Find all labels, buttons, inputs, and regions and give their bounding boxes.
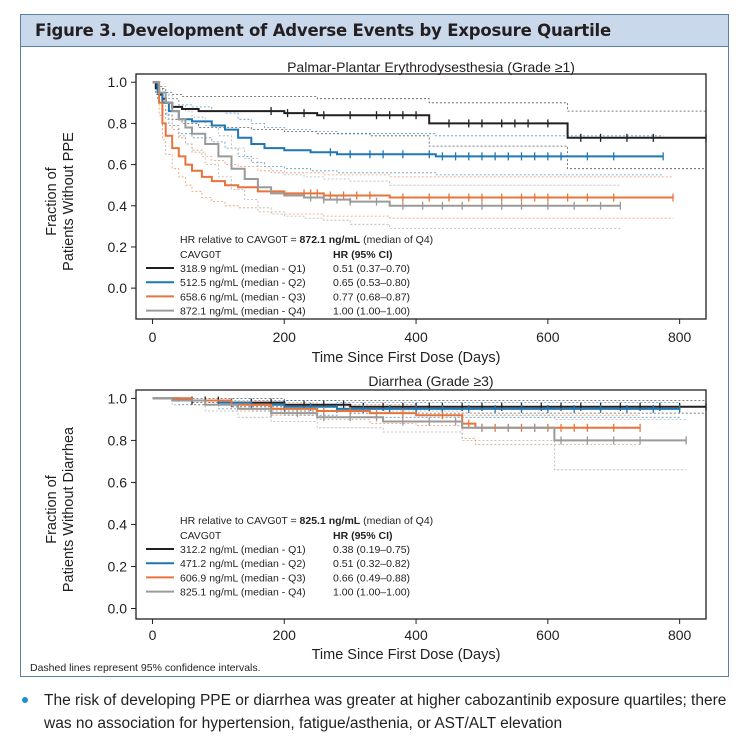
bullet-icon — [22, 697, 28, 703]
ci-lower-Q4 — [152, 398, 687, 471]
ci-lower-Q2 — [152, 81, 664, 176]
y-tick-label: 0.6 — [108, 474, 128, 490]
x-tick-label: 400 — [404, 329, 428, 345]
x-tick-label: 200 — [273, 329, 297, 345]
x-tick-label: 200 — [273, 627, 297, 643]
ci-lower-Q3 — [152, 81, 674, 219]
legend-label-Q2: 471.2 ng/mL (median - Q2) — [180, 558, 306, 570]
legend-hr-Q4: 1.00 (1.00–1.00) — [333, 306, 410, 318]
legend-col1-header: CAVG0T — [180, 249, 222, 261]
ci-lower-Q4 — [152, 81, 621, 229]
km-curve-Q1 — [152, 81, 706, 139]
legend-label-Q4: 825.1 ng/mL (median - Q4) — [180, 587, 306, 599]
y-tick-label: 0.0 — [108, 600, 128, 616]
y-axis-label-line2: Patients Without Diarrhea — [61, 426, 77, 592]
ci-upper-Q3 — [152, 81, 674, 178]
km-curve-Q3 — [152, 81, 674, 199]
legend-reference: HR relative to CAVG0T = 825.1 ng/mL (med… — [180, 515, 433, 527]
legend-label-Q3: 606.9 ng/mL (median - Q3) — [180, 572, 306, 584]
x-tick-label: 800 — [668, 329, 692, 345]
y-tick-label: 0.8 — [108, 115, 128, 131]
y-tick-label: 0.4 — [108, 516, 128, 532]
x-tick-label: 800 — [668, 627, 692, 643]
km-curve-Q2 — [152, 81, 664, 158]
chart-title-1: Palmar-Plantar Erythrodysesthesia (Grade… — [287, 59, 575, 75]
legend-hr-Q1: 0.51 (0.37–0.70) — [333, 263, 410, 275]
x-tick-label: 0 — [149, 329, 157, 345]
y-axis-label-line1: Fraction of — [44, 166, 60, 235]
legend-hr-Q2: 0.65 (0.53–0.80) — [333, 277, 410, 289]
x-tick-label: 600 — [536, 329, 560, 345]
y-tick-label: 0.2 — [108, 558, 128, 574]
legend-label-Q2: 512.5 ng/mL (median - Q2) — [180, 277, 306, 289]
y-tick-label: 0.8 — [108, 432, 128, 448]
x-tick-label: 400 — [404, 627, 428, 643]
y-tick-label: 0.0 — [108, 280, 128, 296]
ci-upper-Q4 — [152, 81, 621, 186]
figure-title: Figure 3. Development of Adverse Events … — [35, 21, 611, 40]
y-tick-label: 1.0 — [108, 74, 128, 90]
y-tick-label: 1.0 — [108, 390, 128, 406]
x-tick-label: 600 — [536, 627, 560, 643]
legend-label-Q1: 318.9 ng/mL (median - Q1) — [180, 263, 306, 275]
y-axis-label-line1: Fraction of — [44, 474, 60, 543]
y-tick-label: 0.2 — [108, 239, 128, 255]
figure-frame: Figure 3. Development of Adverse Events … — [20, 14, 729, 677]
legend-hr-Q1: 0.38 (0.19–0.75) — [333, 544, 410, 556]
km-curve-Q4 — [152, 397, 687, 442]
ci-lower-Q3 — [152, 398, 641, 445]
x-axis-label: Time Since First Dose (Days) — [312, 647, 501, 663]
legend-hr-Q3: 0.66 (0.49–0.88) — [333, 572, 410, 584]
y-tick-label: 0.6 — [108, 157, 128, 173]
x-axis-label: Time Since First Dose (Days) — [312, 350, 501, 366]
legend-label-Q3: 658.6 ng/mL (median - Q3) — [180, 291, 306, 303]
legend-col1-header: CAVG0T — [180, 530, 222, 542]
legend-hr-Q3: 0.77 (0.68–0.87) — [333, 291, 410, 303]
confidence-interval-note: Dashed lines represent 95% confidence in… — [30, 662, 261, 674]
ci-upper-Q1 — [152, 81, 706, 112]
legend-hr-Q2: 0.51 (0.32–0.82) — [333, 558, 410, 570]
chart-title-2: Diarrhea (Grade ≥3) — [368, 373, 493, 389]
plot-frame-2 — [135, 389, 707, 620]
km-curve-Q3 — [152, 397, 641, 429]
plot-frame-1 — [135, 73, 707, 320]
km-curve-Q4 — [152, 81, 621, 207]
ci-lower-Q2 — [152, 398, 680, 418]
legend-hr-Q4: 1.00 (1.00–1.00) — [333, 587, 410, 599]
y-tick-label: 0.4 — [108, 198, 128, 214]
legend-col2-header: HR (95% CI) — [333, 530, 393, 542]
summary-bullet-text: The risk of developing PPE or diarrhea w… — [44, 692, 727, 732]
figure-header: Figure 3. Development of Adverse Events … — [21, 15, 728, 47]
legend-reference: HR relative to CAVG0T = 872.1 ng/mL (med… — [180, 234, 433, 246]
x-tick-label: 0 — [149, 627, 157, 643]
legend-label-Q4: 872.1 ng/mL (median - Q4) — [180, 306, 306, 318]
legend-label-Q1: 312.2 ng/mL (median - Q1) — [180, 544, 306, 556]
legend-col2-header: HR (95% CI) — [333, 249, 393, 261]
ci-upper-Q4 — [152, 398, 687, 420]
y-axis-label-line2: Patients Without PPE — [61, 132, 77, 271]
